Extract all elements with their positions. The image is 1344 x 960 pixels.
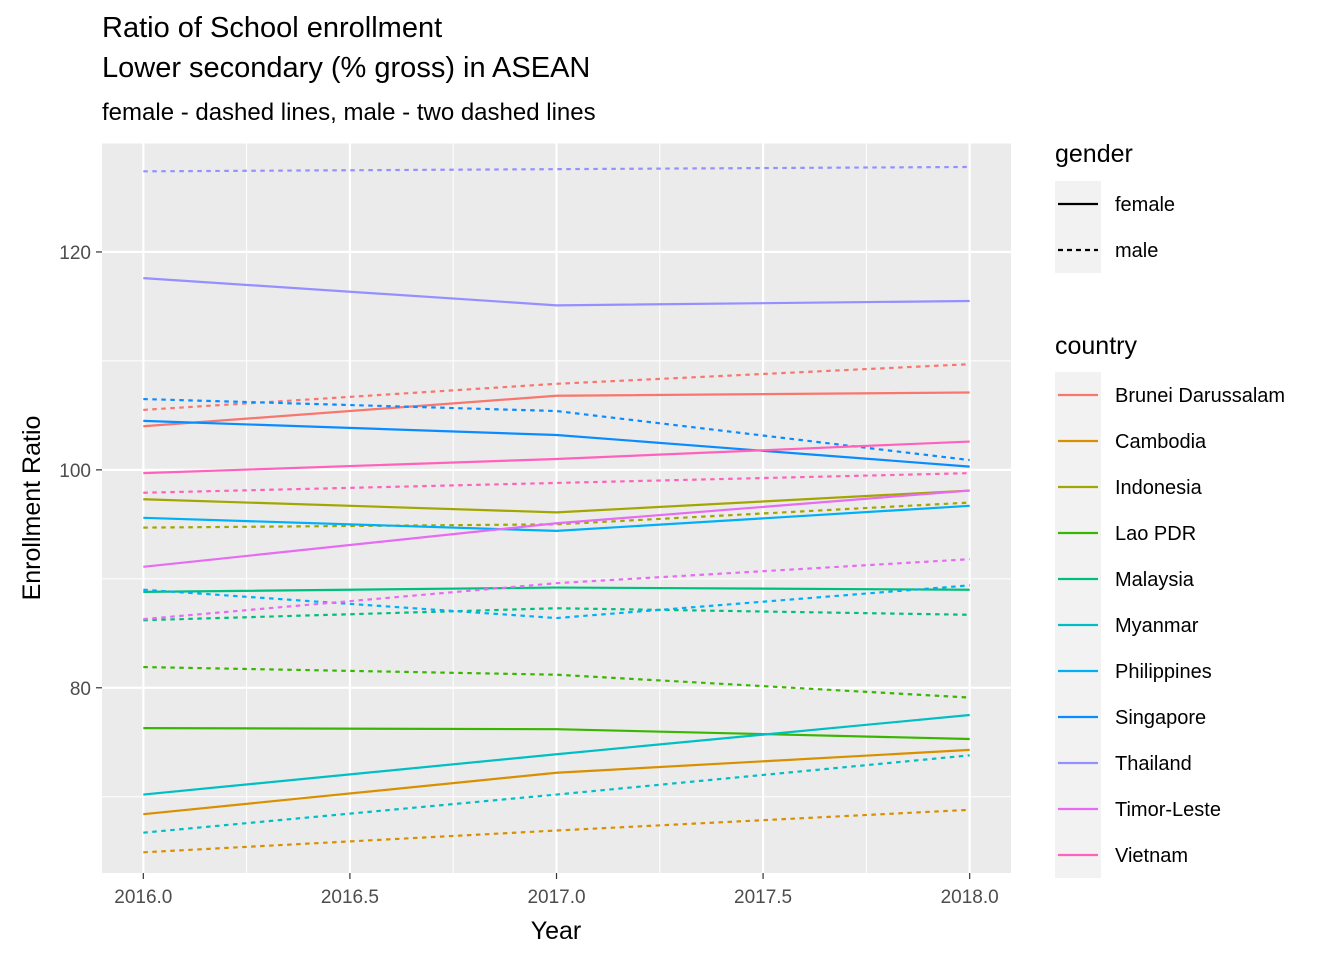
- x-tick-label: 2017.5: [734, 887, 792, 908]
- series-line-thailand-male: [143, 165, 970, 173]
- country-legend-label-malaysia: Malaysia: [1115, 569, 1195, 591]
- country-legend: country Brunei Darussalam Cambodia Indones…: [1055, 332, 1285, 878]
- series-line-vietnam-male: [143, 472, 970, 494]
- gender-legend: gender female male: [1055, 140, 1175, 273]
- country-legend-label-vietnam: Vietnam: [1115, 845, 1188, 867]
- series-line-cambodia-female: [143, 748, 970, 816]
- country-legend-label-thailand: Thailand: [1115, 753, 1192, 775]
- chart-title: Ratio of School enrollment: [102, 12, 442, 44]
- series-line-philippines-female: [143, 504, 970, 532]
- series-line-myanmar-male: [143, 754, 970, 834]
- y-tick-label: 100: [59, 461, 91, 482]
- country-legend-label-timor-leste: Timor-Leste: [1115, 799, 1221, 821]
- series-line-lao-pdr-male: [143, 665, 970, 699]
- country-legend-label-indonesia: Indonesia: [1115, 477, 1203, 499]
- x-tick-label: 2018.0: [941, 887, 999, 908]
- chart-subtitle: female - dashed lines, male - two dashed…: [102, 99, 596, 126]
- series-line-vietnam-female: [143, 440, 970, 475]
- series-line-brunei-darussalam-male: [143, 363, 970, 412]
- series-line-indonesia-male: [143, 501, 970, 529]
- x-tick-label: 2017.0: [527, 887, 585, 908]
- country-legend-label-singapore: Singapore: [1115, 707, 1206, 729]
- series-line-indonesia-female: [143, 489, 970, 514]
- country-legend-label-myanmar: Myanmar: [1115, 615, 1199, 637]
- series-line-singapore-female: [143, 419, 970, 468]
- y-tick-label: 120: [59, 243, 91, 264]
- x-tick-label: 2016.5: [321, 887, 379, 908]
- series-line-malaysia-female: [143, 586, 970, 593]
- x-axis-title: Year: [531, 917, 582, 945]
- y-axis: 80 100 120: [59, 243, 102, 700]
- series-line-myanmar-female: [143, 713, 970, 796]
- country-legend-title: country: [1055, 332, 1137, 360]
- series-line-philippines-male: [143, 584, 970, 620]
- gender-legend-key-background: [1055, 181, 1101, 273]
- gender-legend-label-female: female: [1115, 194, 1175, 216]
- series-line-malaysia-male: [143, 607, 970, 622]
- country-legend-label-cambodia: Cambodia: [1115, 431, 1207, 453]
- series-line-singapore-male: [143, 397, 970, 462]
- gender-legend-label-male: male: [1115, 240, 1158, 262]
- series-line-lao-pdr-female: [143, 726, 970, 741]
- grid-major: [102, 143, 1011, 873]
- series-line-brunei-darussalam-female: [143, 391, 970, 428]
- series-layer: [143, 165, 970, 854]
- series-line-timor-leste-male: [143, 558, 970, 621]
- gender-legend-title: gender: [1055, 140, 1133, 168]
- country-legend-label-lao-pdr: Lao PDR: [1115, 523, 1196, 545]
- x-tick-label: 2016.0: [114, 887, 172, 908]
- chart-title-line2: Lower secondary (% gross) in ASEAN: [102, 52, 590, 84]
- y-tick-label: 80: [70, 679, 91, 700]
- country-legend-label-philippines: Philippines: [1115, 661, 1212, 683]
- y-axis-title: Enrollment Ratio: [18, 416, 46, 601]
- series-line-cambodia-male: [143, 808, 970, 854]
- series-line-thailand-female: [143, 277, 970, 307]
- country-legend-label-brunei-darussalam: Brunei Darussalam: [1115, 385, 1285, 407]
- series-line-timor-leste-female: [143, 489, 970, 568]
- x-axis: 2016.0 2016.5 2017.0 2017.5 2018.0: [114, 873, 999, 908]
